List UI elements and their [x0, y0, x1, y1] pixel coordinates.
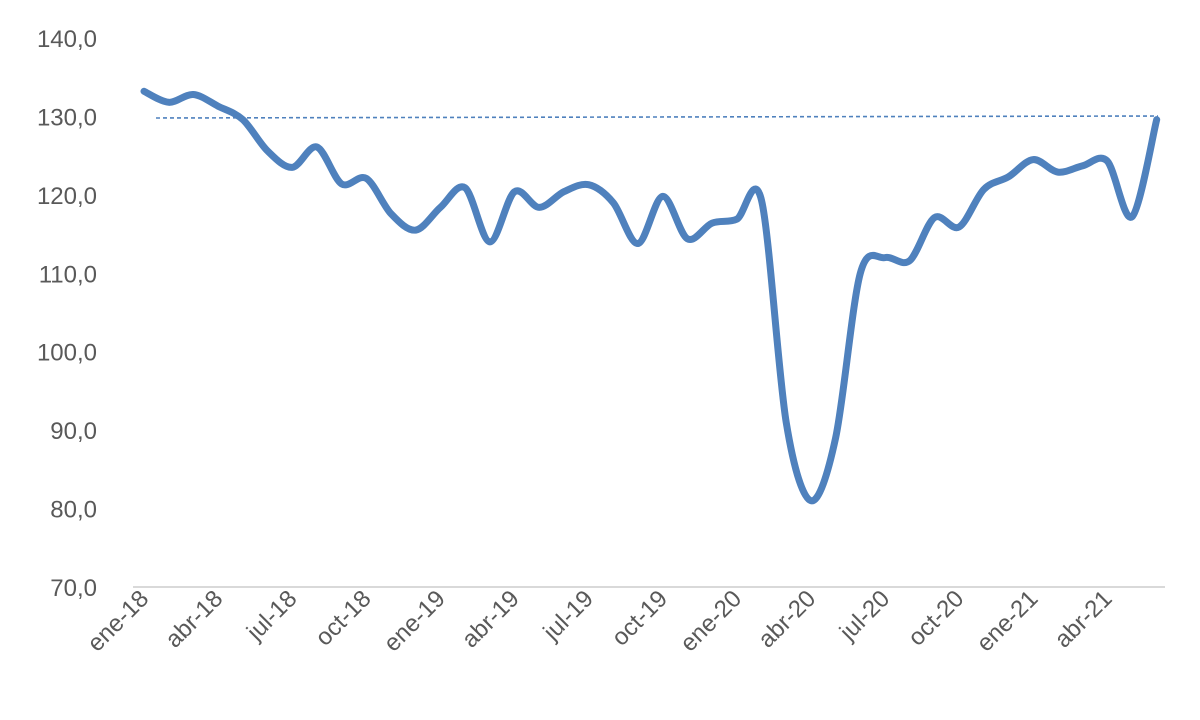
x-tick-label: oct-20: [903, 585, 969, 651]
y-tick-label: 110,0: [39, 261, 97, 288]
y-tick-label: 120,0: [37, 183, 97, 210]
x-tick-label: jul-20: [834, 585, 895, 646]
x-tick-label: ene-21: [972, 585, 1044, 657]
x-tick-label: oct-18: [310, 585, 376, 651]
x-tick-label: abr-20: [753, 585, 821, 653]
y-tick-label: 100,0: [37, 340, 97, 367]
series-line: [140, 87, 1161, 505]
y-tick-label: 130,0: [37, 104, 97, 131]
y-tick-label: 70,0: [50, 575, 97, 602]
x-tick-label: abr-19: [457, 585, 525, 653]
x-tick-label: jul-18: [241, 585, 302, 646]
x-tick-label: abr-21: [1049, 585, 1117, 653]
y-tick-label: 140,0: [37, 26, 97, 53]
y-axis-tick-labels: 70,0 80,0 90,0 100,0 110,0 120,0 130,0 140,0: [37, 26, 97, 602]
reference-line: [155, 115, 1159, 119]
x-tick-label: jul-19: [538, 585, 599, 646]
x-tick-label: ene-19: [379, 585, 451, 657]
x-tick-label: abr-18: [160, 585, 228, 653]
y-tick-label: 90,0: [50, 418, 97, 445]
x-tick-label: ene-20: [675, 585, 747, 657]
x-axis-tick-labels: ene-18 abr-18 jul-18 oct-18 ene-19 abr-19 jul-…: [82, 585, 1117, 657]
y-tick-label: 80,0: [50, 497, 97, 524]
x-tick-label: oct-19: [607, 585, 673, 651]
